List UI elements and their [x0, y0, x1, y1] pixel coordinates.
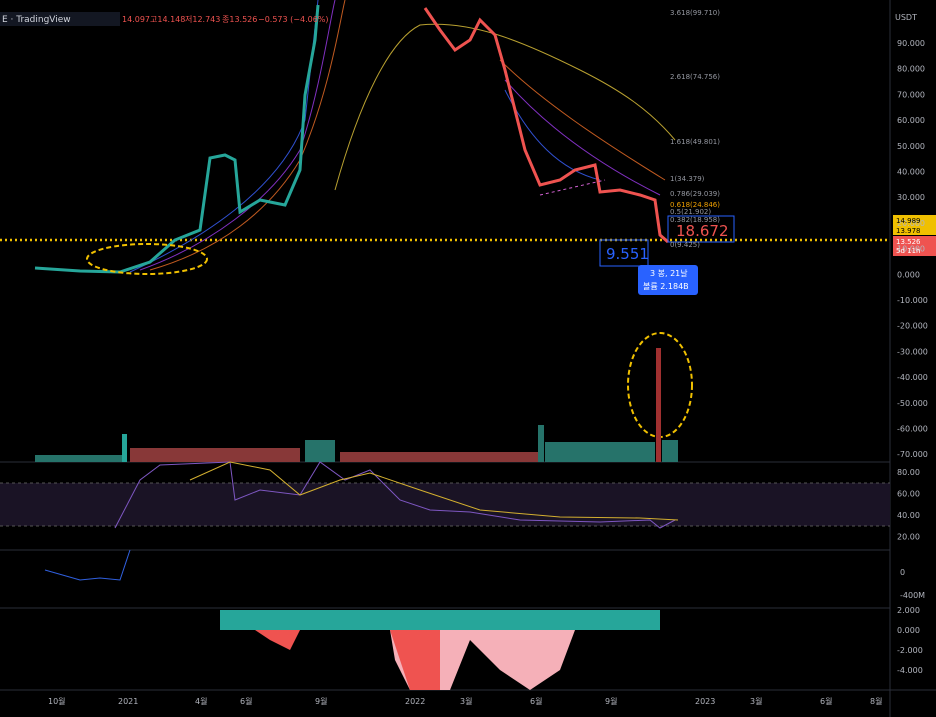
- rsi-line: [114, 461, 676, 529]
- macd-tick: 0.000: [897, 626, 920, 635]
- price-tick: -40.000: [897, 373, 928, 382]
- ma-line: [334, 23, 676, 191]
- macd-tick: -2.000: [897, 646, 923, 655]
- measure-box: [599, 239, 649, 267]
- rsi-tick: 20.00: [897, 533, 920, 542]
- time-tick: 8월: [870, 696, 882, 706]
- highlight: [86, 243, 208, 275]
- price-tag: 14.989: [896, 217, 921, 225]
- obv-tick: 0: [900, 568, 905, 577]
- fib-label: 0.382(18.958): [670, 216, 720, 224]
- tag: [893, 215, 936, 225]
- price-tick: 20.000: [897, 219, 925, 228]
- price-tick: 90.000: [897, 39, 925, 48]
- rsi-tick: 40.00: [897, 511, 920, 520]
- macd-hist: [390, 630, 440, 690]
- ohlc-value: 14.097: [122, 15, 150, 24]
- macd-hist: [255, 630, 300, 650]
- rsi-ma: [189, 461, 679, 521]
- axis-unit: USDT: [895, 13, 917, 22]
- measure-range: 3 봉, 21날: [650, 268, 688, 278]
- fib-label: 0.5(21.902): [670, 208, 711, 216]
- price-tag: 5d 11h: [896, 247, 920, 255]
- price-tick: 70.000: [897, 90, 925, 99]
- macd-tick: -4.000: [897, 666, 923, 675]
- time-tick: 6월: [240, 696, 252, 706]
- fib-label: 1.618(49.801): [670, 138, 720, 146]
- rsi-tick: 60.00: [897, 490, 920, 499]
- price-rise: [34, 4, 320, 274]
- time-tick: 10월: [48, 696, 66, 706]
- price-tick: 40.000: [897, 168, 925, 177]
- ohlc-value: 고14.148: [150, 15, 185, 24]
- price-tick: -70.000: [897, 450, 928, 459]
- fib-label: 3.618(99.710): [670, 9, 720, 17]
- time-tick: 4월: [195, 696, 207, 706]
- rsi-band: [0, 483, 890, 526]
- fib-label: 0(9.425): [670, 241, 700, 249]
- time-tick: 2022: [405, 697, 425, 706]
- price-tag: 13.526: [896, 238, 921, 246]
- rsi-tick: 80.00: [897, 468, 920, 477]
- time-tick: 3월: [460, 696, 472, 706]
- price-tick: 50.000: [897, 142, 925, 151]
- price-tick: 10.000: [897, 245, 925, 254]
- obv-tick: -400M: [900, 591, 925, 600]
- time-tick: 6월: [820, 696, 832, 706]
- fib-label: 1(34.379): [670, 175, 705, 183]
- ma-line: [139, 0, 661, 271]
- obv-line: [44, 549, 131, 581]
- fib-label: 2.618(74.756): [670, 73, 720, 81]
- measure-volume: 볼륨 2.184B: [643, 281, 689, 291]
- time-tick: 9월: [605, 696, 617, 706]
- volume: [35, 348, 678, 462]
- price-tag: 13.978: [896, 227, 921, 235]
- price-tick: 0.000: [897, 270, 920, 279]
- price-tick: -50.000: [897, 399, 928, 408]
- tag: [893, 225, 936, 235]
- fib-label: 0.618(24.846): [670, 201, 720, 209]
- measure-high: 18.672: [676, 222, 729, 240]
- price-tick: -60.000: [897, 425, 928, 434]
- channel: [539, 179, 606, 196]
- price-tick: -10.000: [897, 296, 928, 305]
- price-fall: [423, 7, 669, 244]
- measure-tooltip: [638, 265, 698, 295]
- header-bg: [0, 12, 120, 26]
- time-tick: 3월: [750, 696, 762, 706]
- time-tick: 6월: [530, 696, 542, 706]
- price-tick: 60.000: [897, 116, 925, 125]
- ohlc-value: 종13.526: [222, 15, 257, 24]
- time-tick: 2021: [118, 697, 138, 706]
- measure-box: [667, 215, 735, 243]
- measure-low: 9.551: [606, 245, 649, 263]
- macd-tick: 2.000: [897, 606, 920, 615]
- ohlc-value: 저12.743: [185, 15, 220, 24]
- ma-line: [149, 0, 666, 271]
- header-title: E · TradingView: [2, 15, 71, 25]
- tag: [893, 236, 936, 256]
- price-tick: -30.000: [897, 347, 928, 356]
- macd-hist: [220, 610, 660, 630]
- time-tick: 2023: [695, 697, 715, 706]
- price-tick: 80.000: [897, 65, 925, 74]
- time-tick: 9월: [315, 696, 327, 706]
- price-tick: 30.000: [897, 193, 925, 202]
- fib-label: 0.786(29.039): [670, 190, 720, 198]
- price-tick: -20.000: [897, 322, 928, 331]
- ohlc-value: −0.573 (−4.06%): [258, 15, 329, 24]
